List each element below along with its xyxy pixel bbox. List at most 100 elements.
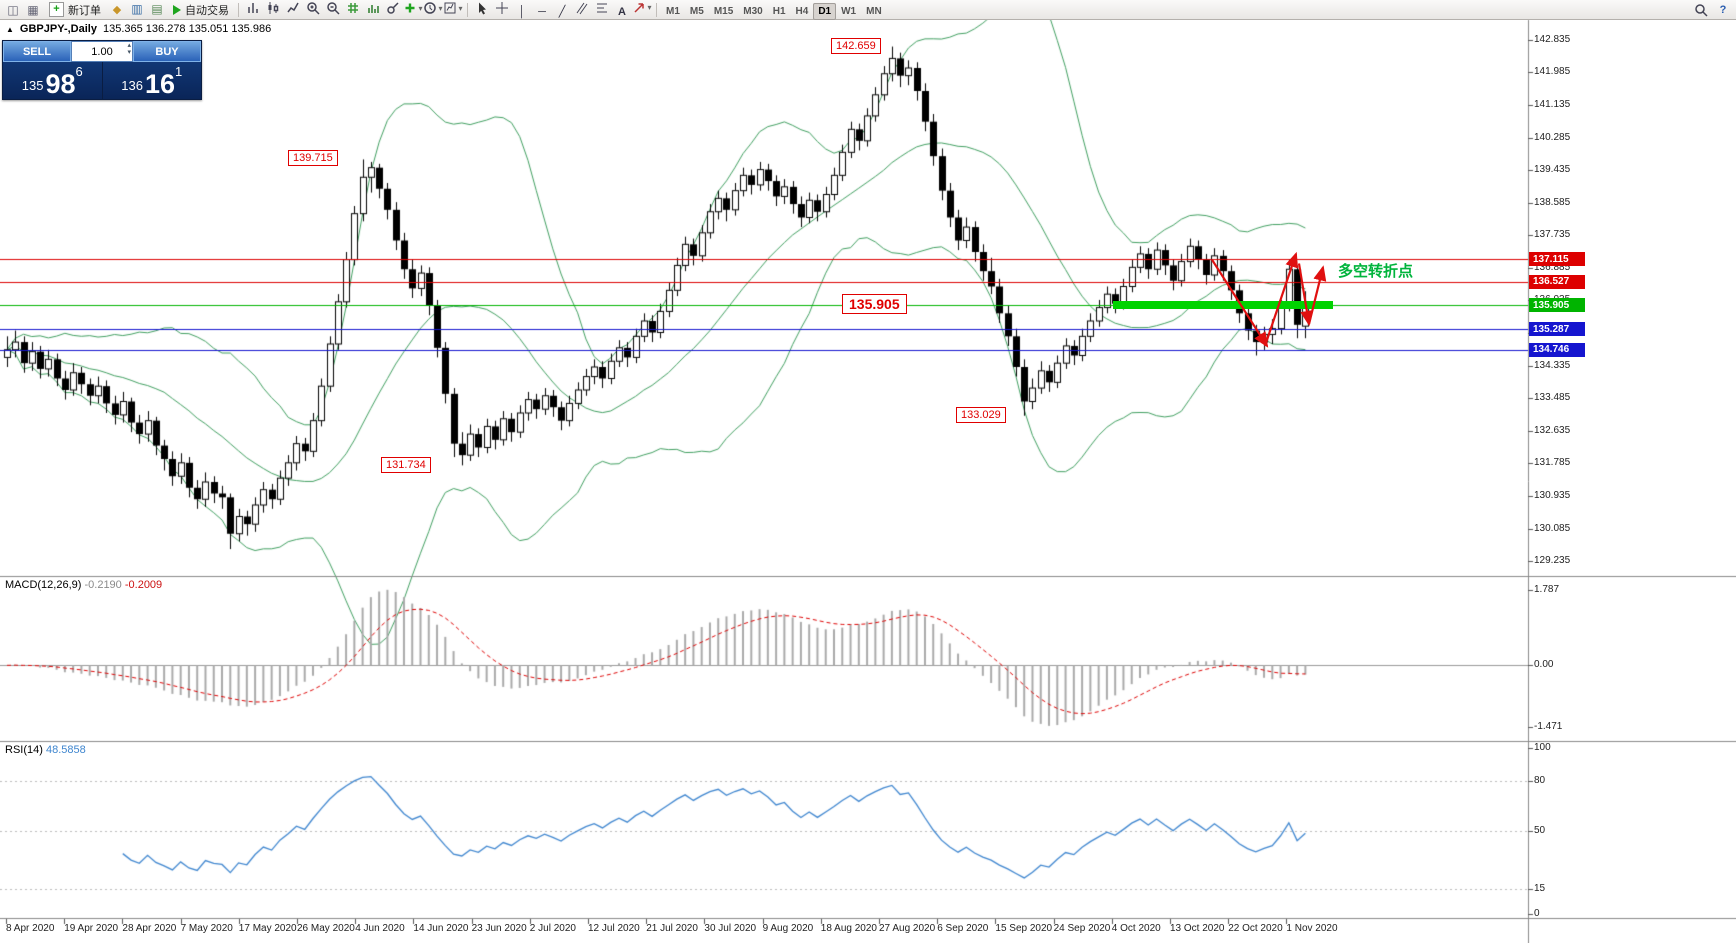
line-chart-icon[interactable] bbox=[283, 0, 303, 17]
timeframe-w1-button[interactable]: W1 bbox=[841, 5, 857, 17]
date-axis-label: 21 Jul 2020 bbox=[646, 923, 698, 934]
price-tag: 134.746 bbox=[1529, 342, 1585, 357]
timeframe-m5-button[interactable]: M5 bbox=[689, 5, 704, 17]
macd-axis-label: 1.787 bbox=[1534, 583, 1560, 595]
help-icon[interactable]: ? bbox=[1719, 3, 1727, 16]
autotrade-button[interactable]: 自动交易 bbox=[168, 1, 234, 19]
new-order-icon: + bbox=[49, 2, 64, 17]
date-axis-label: 19 Apr 2020 bbox=[64, 923, 119, 934]
price-axis-label: 132.635 bbox=[1534, 424, 1571, 436]
date-axis-label: 12 Jul 2020 bbox=[588, 923, 640, 934]
timeframe-m1-button[interactable]: M1 bbox=[666, 5, 680, 17]
symbol-period-label: GBPJPY-,Daily bbox=[19, 23, 97, 35]
date-axis-label: 22 Oct 2020 bbox=[1228, 923, 1283, 934]
text-icon[interactable]: A bbox=[618, 5, 626, 18]
macd-axis-label: -1.471 bbox=[1534, 721, 1563, 733]
timeframe-mn-button[interactable]: MN bbox=[866, 5, 882, 17]
date-axis-label: 4 Oct 2020 bbox=[1111, 923, 1161, 934]
buy-price-sup: 1 bbox=[175, 64, 183, 79]
rsi-axis-label: 0 bbox=[1534, 908, 1540, 919]
indicators-icon[interactable] bbox=[363, 0, 383, 17]
price-annotation-label[interactable]: 133.029 bbox=[956, 407, 1006, 423]
price-axis-label: 131.785 bbox=[1534, 457, 1571, 469]
add-indicator-icon[interactable]: ▾ bbox=[403, 0, 423, 17]
grid-icon[interactable] bbox=[343, 0, 363, 17]
price-axis-label: 130.085 bbox=[1534, 522, 1571, 534]
channel-icon[interactable] bbox=[572, 0, 592, 17]
price-axis-label: 141.135 bbox=[1534, 98, 1571, 110]
price-axis-label: 142.835 bbox=[1534, 33, 1571, 45]
new-order-button[interactable]: + 新订单 bbox=[44, 1, 106, 19]
rsi-axis-label: 100 bbox=[1534, 742, 1551, 753]
arrow-icon[interactable]: ▾ bbox=[632, 0, 652, 17]
trendline-icon[interactable]: ╱ bbox=[558, 5, 566, 18]
volume-stepper[interactable]: ▴ ▾ bbox=[127, 42, 131, 56]
rsi-indicator-label: RSI(14) 48.5858 bbox=[5, 744, 86, 756]
horizontal-line-icon[interactable]: ─ bbox=[538, 5, 546, 18]
bar-chart-icon[interactable] bbox=[243, 0, 263, 17]
price-annotation-label[interactable]: 135.905 bbox=[842, 294, 907, 314]
price-annotation-label[interactable]: 142.659 bbox=[831, 38, 881, 54]
timeframe-h4-button[interactable]: H4 bbox=[795, 5, 809, 17]
date-axis-label: 9 Aug 2020 bbox=[762, 923, 814, 934]
toolbar: ◫ ▦ + 新订单 ◆ ▥ ▤ 自动交易 ▾ ▾ ▾ │ ─ ╱ A ▾ M1 M5 M15 M30 H1… bbox=[0, 0, 1736, 20]
market-watch-icon[interactable]: ▥ bbox=[131, 2, 143, 17]
templates-icon[interactable]: ▾ bbox=[443, 0, 463, 17]
price-annotation-label[interactable]: 131.734 bbox=[381, 457, 431, 473]
cursor-icon[interactable] bbox=[472, 0, 492, 17]
periods-icon[interactable]: ▾ bbox=[423, 0, 443, 17]
price-axis-label: 137.735 bbox=[1534, 229, 1571, 241]
timeframe-h1-button[interactable]: H1 bbox=[772, 5, 786, 17]
rsi-axis-label: 80 bbox=[1534, 775, 1546, 787]
price-tag: 137.115 bbox=[1529, 252, 1585, 267]
search-icon[interactable] bbox=[1691, 1, 1711, 19]
volume-input[interactable]: 1.00 ▴ ▾ bbox=[71, 41, 133, 62]
macd-main-value: -0.2190 bbox=[84, 579, 122, 591]
sell-price[interactable]: 135 98 6 bbox=[3, 62, 103, 99]
timeframe-m30-button[interactable]: M30 bbox=[743, 5, 763, 17]
date-axis-label: 1 Nov 2020 bbox=[1286, 923, 1338, 934]
price-axis-label: 136.885 bbox=[1534, 261, 1571, 273]
date-axis-label: 15 Sep 2020 bbox=[995, 923, 1053, 934]
buy-price[interactable]: 136 16 1 bbox=[103, 62, 202, 99]
date-axis-label: 18 Aug 2020 bbox=[820, 923, 877, 934]
objects-icon[interactable] bbox=[383, 0, 403, 17]
crosshair-icon[interactable] bbox=[492, 0, 512, 17]
buy-price-big: 16 bbox=[144, 69, 175, 99]
timeframe-d1-button[interactable]: D1 bbox=[813, 2, 837, 20]
toolbar-separator bbox=[238, 2, 239, 17]
sell-button[interactable]: SELL bbox=[3, 41, 71, 62]
new-order-label: 新订单 bbox=[68, 4, 101, 17]
profiles-icon[interactable]: ▦ bbox=[27, 2, 39, 17]
date-axis-label: 23 Jun 2020 bbox=[471, 923, 527, 934]
date-axis-label: 6 Sep 2020 bbox=[937, 923, 989, 934]
vertical-line-icon[interactable]: │ bbox=[518, 5, 526, 18]
date-axis-label: 4 Jun 2020 bbox=[355, 923, 405, 934]
candlestick-icon[interactable] bbox=[263, 0, 283, 17]
timeframe-m15-button[interactable]: M15 bbox=[713, 5, 734, 17]
macd-name: MACD(12,26,9) bbox=[5, 579, 82, 591]
new-chart-icon[interactable]: ◫ bbox=[7, 2, 19, 17]
alerts-icon[interactable]: ◆ bbox=[112, 4, 122, 17]
annotation-note[interactable]: 多空转折点 bbox=[1338, 263, 1414, 281]
macd-signal-value: -0.2009 bbox=[124, 579, 163, 591]
fibonacci-icon[interactable] bbox=[592, 0, 612, 17]
price-axis-label: 139.435 bbox=[1534, 164, 1571, 176]
support-highlight-band[interactable] bbox=[1113, 301, 1333, 310]
chart-header: ▲ GBPJPY-,Daily 135.365 136.278 135.051 … bbox=[6, 23, 271, 35]
price-tag: 135.905 bbox=[1529, 298, 1585, 313]
zoom-out-icon[interactable] bbox=[323, 0, 343, 17]
buy-button[interactable]: BUY bbox=[133, 41, 201, 62]
date-axis-label: 7 May 2020 bbox=[180, 923, 233, 934]
data-window-icon[interactable]: ▤ bbox=[151, 2, 163, 17]
collapse-icon[interactable]: ▲ bbox=[6, 24, 14, 34]
date-axis-label: 14 Jun 2020 bbox=[413, 923, 469, 934]
zoom-in-icon[interactable] bbox=[303, 0, 323, 17]
price-annotation-label[interactable]: 139.715 bbox=[288, 150, 338, 166]
rsi-axis-label: 50 bbox=[1534, 825, 1546, 836]
play-icon bbox=[173, 4, 181, 15]
price-axis-label: 130.935 bbox=[1534, 489, 1571, 501]
macd-indicator-label: MACD(12,26,9) -0.2190 -0.2009 bbox=[5, 579, 162, 591]
price-axis-label: 138.585 bbox=[1534, 196, 1571, 208]
